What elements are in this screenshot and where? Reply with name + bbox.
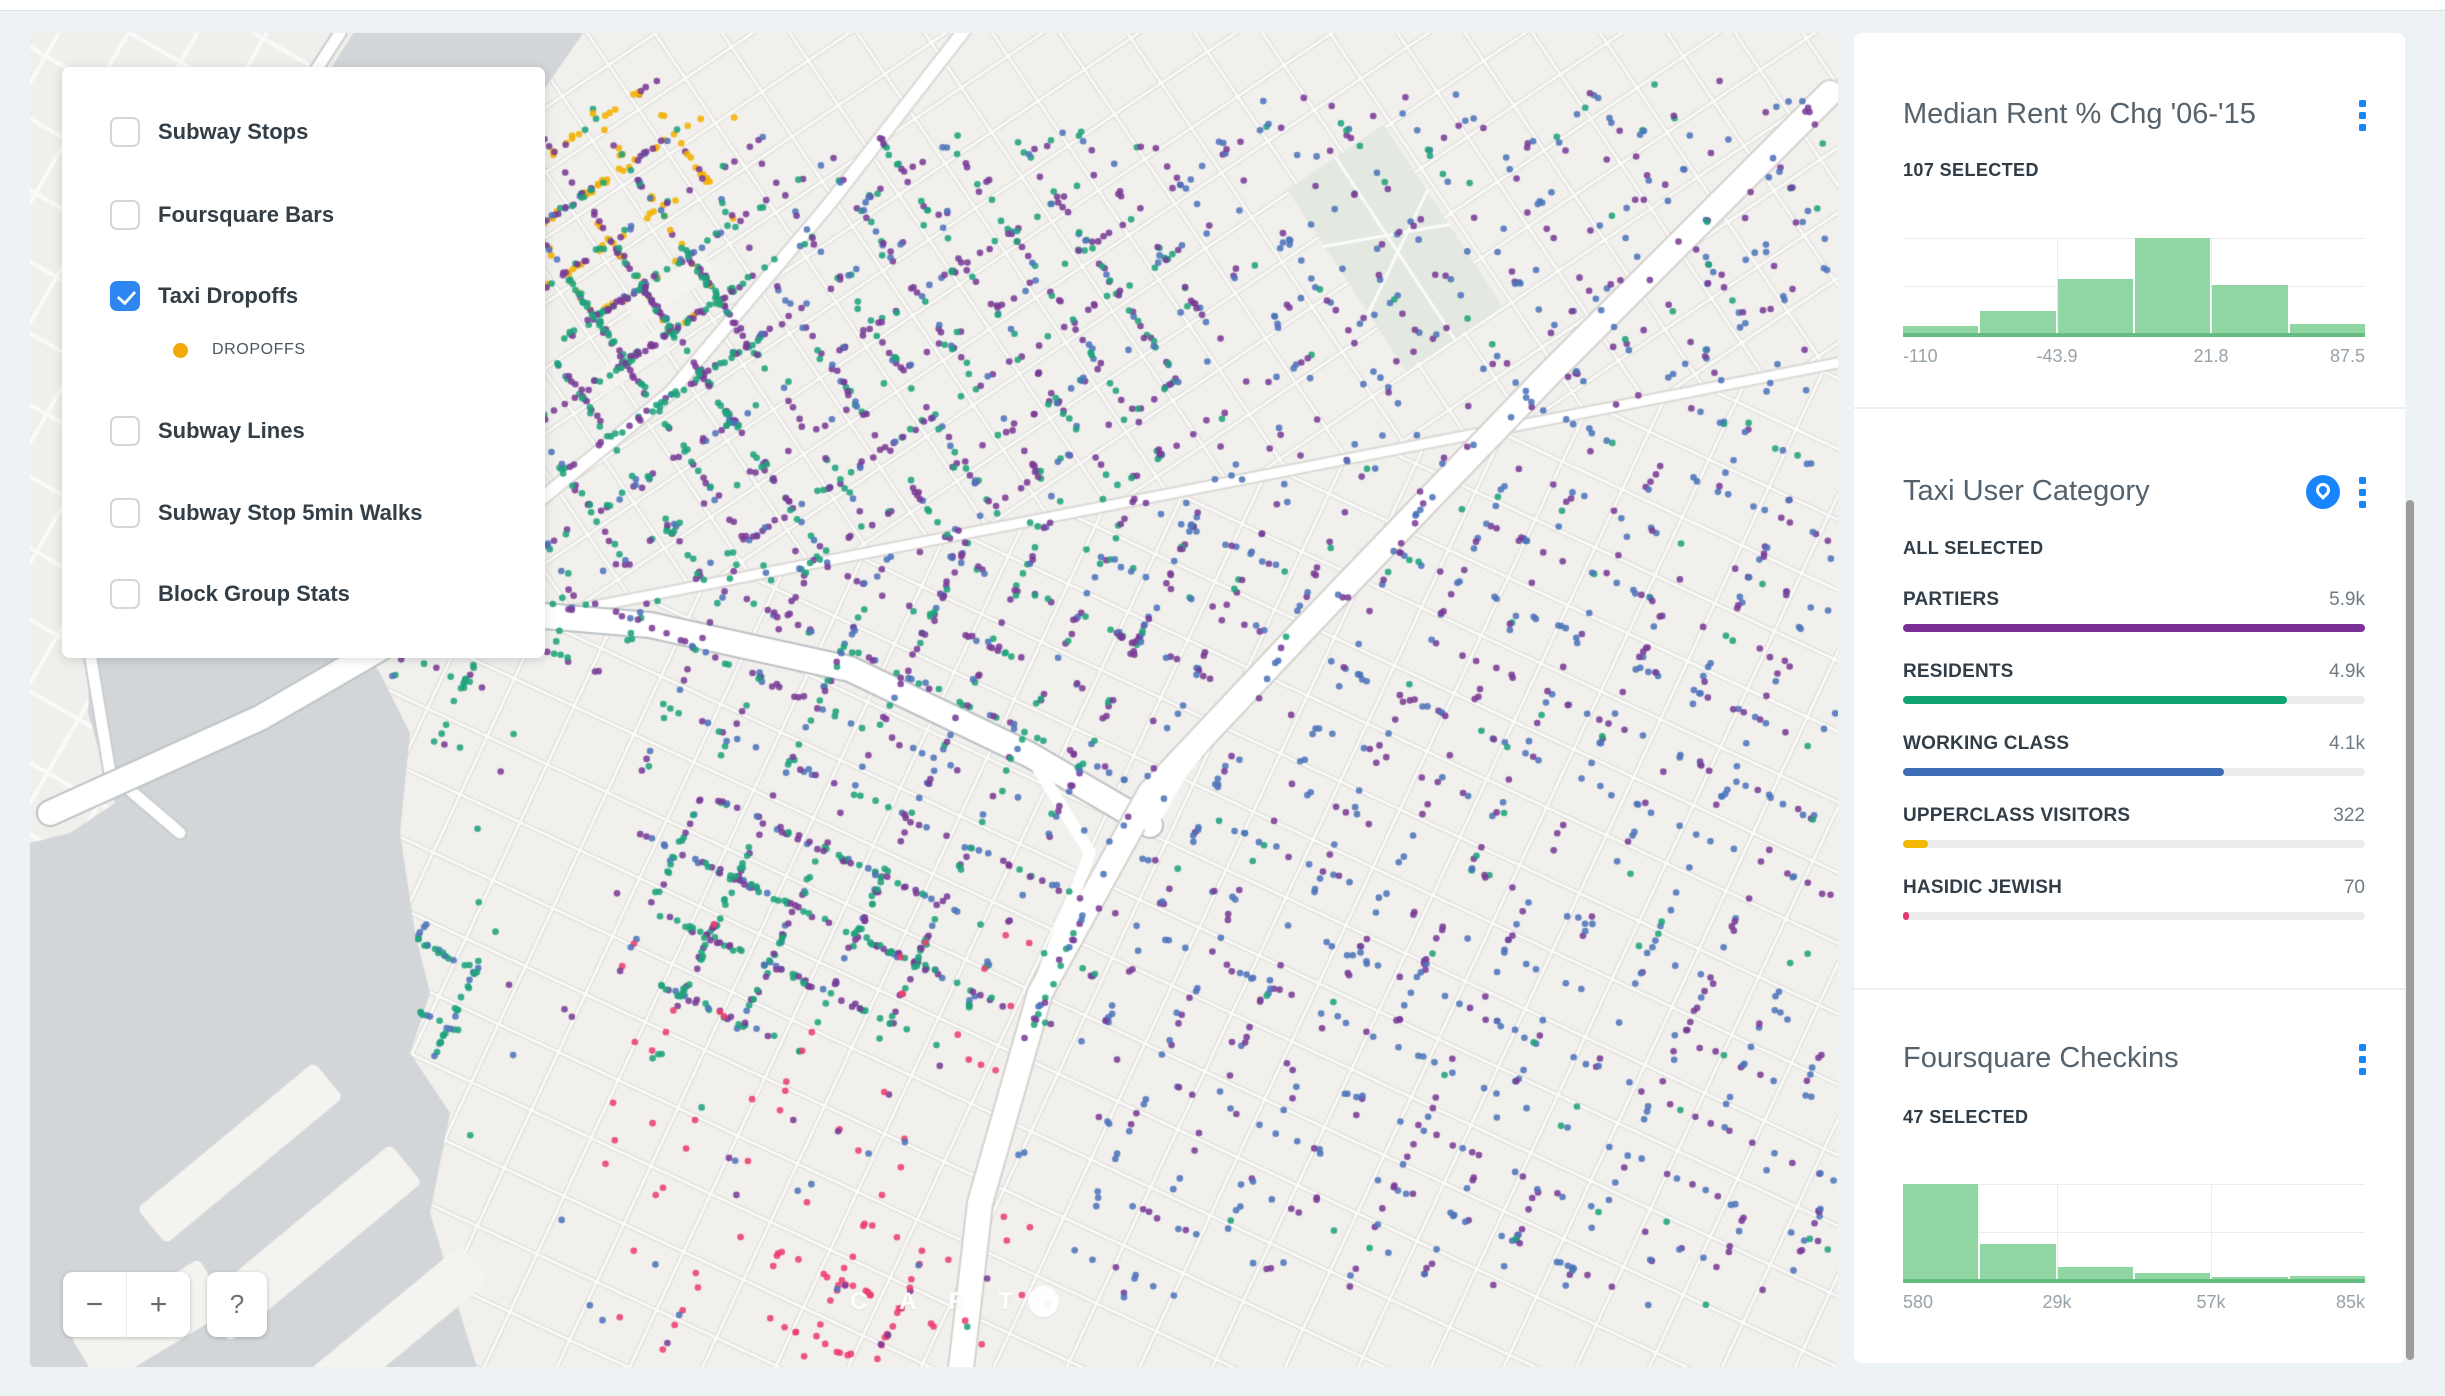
histogram-bar[interactable] [2212,285,2288,333]
zoom-in-button[interactable]: + [149,1287,168,1321]
histogram-grid [1903,238,2365,334]
layer-label: Taxi Dropoffs [158,283,299,308]
histogram-grid [1903,1184,2365,1280]
layer-toggle-subway-lines[interactable]: Subway Lines [62,415,545,447]
histogram-x-labels: -110 -43.9 21.8 87.5 [1903,346,2365,368]
histogram-bars[interactable] [1903,1184,2365,1279]
layer-label: Block Group Stats [158,581,350,606]
widget-taxi-user-category: Taxi User Category ALL SELECTED PARTIERS… [1854,407,2405,990]
layer-toggle-subway-stops[interactable]: Subway Stops [62,116,545,148]
widget-options-button[interactable] [2359,477,2367,508]
category-row-residents[interactable]: RESIDENTS 4.9k [1903,661,2365,721]
x-tick-label: 580 [1903,1292,1934,1312]
layer-toggle-subway-stop-5min-walks[interactable]: Subway Stop 5min Walks [62,497,545,529]
category-bar-fill [1903,840,1929,848]
layer-label: Subway Stops [158,119,309,144]
histogram-bar[interactable] [2289,324,2365,333]
widget-title: Foursquare Checkins [1903,1042,2179,1074]
category-bar-track [1903,912,2365,920]
widget-median-rent: Median Rent % Chg '06-'15 107 SELECTED -… [1854,33,2405,407]
unchecked-checkbox[interactable] [110,416,140,446]
category-row-hasidic-jewish[interactable]: HASIDIC JEWISH 70 [1903,877,2365,937]
histogram-bar[interactable] [2057,279,2133,333]
unchecked-checkbox[interactable] [110,200,140,230]
x-tick-label: -43.9 [2036,346,2078,366]
widget-selected-count: 47 SELECTED [1903,1107,2029,1127]
checked-checkbox[interactable] [110,281,140,311]
widget-title: Taxi User Category [1903,475,2150,507]
histogram-bar[interactable] [2134,238,2211,333]
zoom-out-button[interactable]: − [63,1272,127,1337]
x-tick-label: 21.8 [2193,346,2229,366]
widget-selected-count: ALL SELECTED [1903,538,2044,558]
category-bar-fill [1903,912,1909,920]
widget-title: Median Rent % Chg '06-'15 [1903,98,2256,130]
window-top-strip [0,0,2445,11]
widget-options-button[interactable] [2359,1044,2367,1075]
category-value: 70 [2343,877,2365,898]
unchecked-checkbox[interactable] [110,498,140,528]
histogram-bar[interactable] [2134,1273,2211,1279]
histogram-baseline [1903,1279,2365,1283]
category-bar-fill [1903,624,2365,632]
histogram-bar[interactable] [1980,1244,2056,1279]
category-value: 322 [2333,805,2365,826]
layer-toggle-block-group-stats[interactable]: Block Group Stats [62,578,545,610]
carto-logo-circle-icon [1027,1286,1059,1317]
category-value: 5.9k [2329,589,2365,610]
category-value: 4.9k [2329,661,2365,682]
autostyle-droplet-badge[interactable] [2306,475,2340,509]
category-row-partiers[interactable]: PARTIERS 5.9k [1903,589,2365,649]
category-label: RESIDENTS [1903,661,2014,682]
layer-label: Subway Lines [158,418,305,443]
histogram-x-labels: 580 29k 57k 85k [1903,1292,2365,1314]
category-label: WORKING CLASS [1903,733,2070,754]
category-bar-track [1903,840,2365,848]
x-tick-label: 57k [2196,1292,2226,1312]
layers-panel: Subway Stops Foursquare Bars Taxi Dropoffs… [62,67,545,658]
category-bar-fill [1903,696,2287,704]
widgets-sidebar: Median Rent % Chg '06-'15 107 SELECTED -… [1854,33,2405,1363]
legend-label: DROPOFFS [212,341,306,358]
histogram-bar[interactable] [2289,1276,2365,1279]
widget-foursquare-checkins: Foursquare Checkins 47 SELECTED 580 29k 57… [1854,988,2405,1365]
sidebar-scrollbar-thumb[interactable] [2406,500,2414,1360]
x-tick-label: 87.5 [2329,346,2365,366]
category-label: PARTIERS [1903,589,2000,610]
carto-attribution: C A R T [850,1286,1059,1317]
layer-legend: DROPOFFS [62,339,545,363]
map[interactable]: Subway Stops Foursquare Bars Taxi Dropoffs… [30,33,1838,1367]
category-row-upperclass-visitors[interactable]: UPPERCLASS VISITORS 322 [1903,805,2365,865]
x-tick-label: -110 [1903,346,1938,366]
widget-options-button[interactable] [2359,100,2367,131]
carto-logo-text: C A R T [850,1287,1026,1315]
widget-selected-count: 107 SELECTED [1903,160,2039,180]
x-tick-label: 85k [2335,1292,2365,1312]
help-button[interactable]: ? [207,1272,267,1337]
histogram-bar[interactable] [2212,1277,2288,1279]
histogram-bars[interactable] [1903,238,2365,333]
histogram-bar[interactable] [1903,1184,1979,1279]
layer-toggle-foursquare-bars[interactable]: Foursquare Bars [62,199,545,231]
foursquare-checkins-histogram[interactable]: 580 29k 57k 85k [1903,1184,2365,1314]
histogram-bar[interactable] [1980,311,2056,333]
histogram-baseline [1903,333,2365,337]
layer-label: Foursquare Bars [158,202,335,227]
map-zoom-controls: − + [63,1272,190,1337]
legend-dot-icon [173,343,188,358]
category-label: UPPERCLASS VISITORS [1903,805,2131,826]
histogram-bar[interactable] [1903,326,1979,333]
category-value: 4.1k [2329,733,2365,754]
category-row-working-class[interactable]: WORKING CLASS 4.1k [1903,733,2365,793]
layer-toggle-taxi-dropoffs[interactable]: Taxi Dropoffs [62,280,545,312]
median-rent-histogram[interactable]: -110 -43.9 21.8 87.5 [1903,238,2365,368]
category-label: HASIDIC JEWISH [1903,877,2063,898]
unchecked-checkbox[interactable] [110,117,140,147]
histogram-bar[interactable] [2057,1267,2133,1279]
layer-label: Subway Stop 5min Walks [158,500,423,525]
x-tick-label: 29k [2042,1292,2072,1312]
category-bar-fill [1903,768,2225,776]
unchecked-checkbox[interactable] [110,579,140,609]
